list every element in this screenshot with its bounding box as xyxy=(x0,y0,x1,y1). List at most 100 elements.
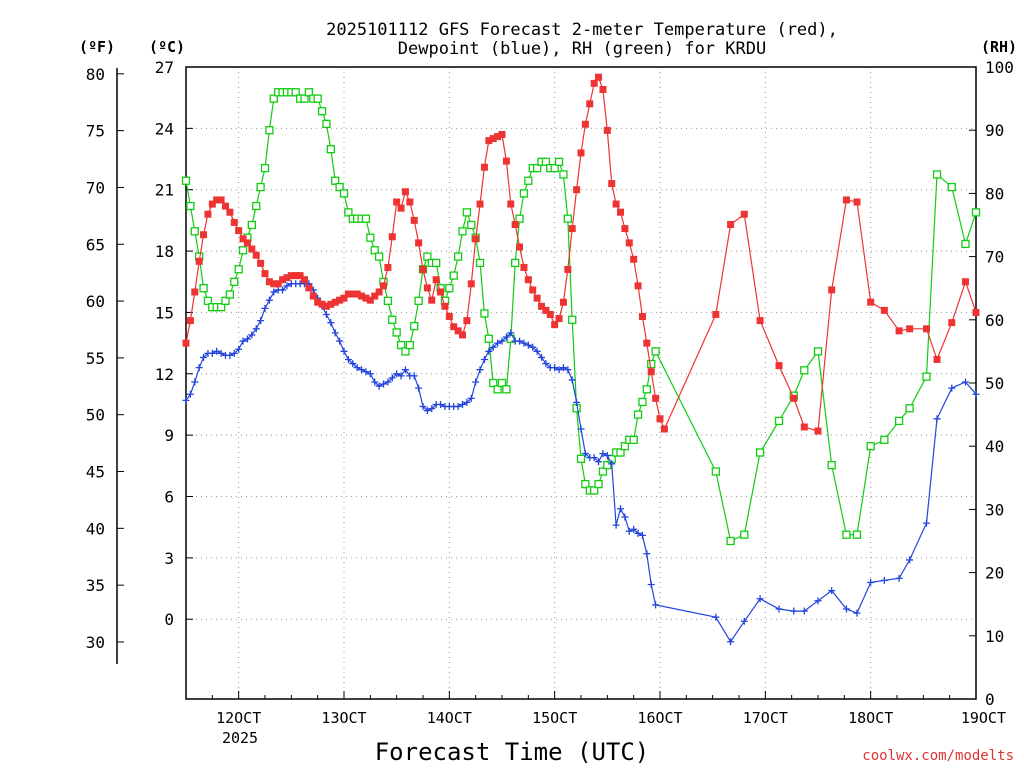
dewpoint-point xyxy=(327,319,335,327)
temperature-point xyxy=(230,218,238,226)
celsius-tick-label: 12 xyxy=(155,365,174,384)
rh-point xyxy=(620,442,630,451)
dewpoint-point xyxy=(559,364,567,372)
rh-point xyxy=(932,170,942,179)
rh-point xyxy=(594,479,603,489)
temperature-point xyxy=(498,130,506,138)
temperature-point xyxy=(415,239,423,247)
temperature-point xyxy=(599,85,607,93)
temperature-point xyxy=(581,120,589,128)
dewpoint-point xyxy=(948,384,956,392)
rh-point xyxy=(374,252,384,261)
dewpoint-point xyxy=(463,398,471,406)
dewpoint-point xyxy=(630,525,638,533)
temperature-point xyxy=(454,327,462,335)
temperature-point xyxy=(933,355,941,363)
dewpoint-point xyxy=(533,347,541,355)
dewpoint-point xyxy=(740,617,748,625)
temperature-point xyxy=(559,298,567,306)
temperature-point xyxy=(463,317,471,325)
rh-point xyxy=(774,416,784,426)
dewpoint-point xyxy=(485,347,493,355)
dewpoint-point xyxy=(621,513,629,521)
rh-point xyxy=(317,107,327,116)
rh-point xyxy=(383,296,393,305)
dewpoint-point xyxy=(933,415,941,423)
temperature-point xyxy=(366,296,374,304)
dewpoint-point xyxy=(186,390,194,398)
rh-tick-label: 50 xyxy=(985,374,1004,393)
temperature-point xyxy=(397,204,405,212)
rh-point xyxy=(300,94,309,103)
dewpoint-point xyxy=(712,613,720,621)
dewpoint-point xyxy=(529,343,537,351)
rh-point xyxy=(401,347,410,356)
temperature-point xyxy=(314,298,322,306)
temperature-point xyxy=(551,321,559,329)
temperature-point xyxy=(948,319,956,327)
temperature-point xyxy=(401,188,409,196)
dewpoint-point xyxy=(375,382,383,390)
dewpoint-point xyxy=(564,366,572,374)
dewpoint-point xyxy=(494,339,502,347)
dewpoint-point xyxy=(727,638,735,646)
dewpoint-point xyxy=(643,550,651,558)
dewpoint-point xyxy=(454,403,462,411)
grid-lines xyxy=(186,67,976,699)
temperature-point xyxy=(621,225,629,233)
temperature-point xyxy=(274,280,282,288)
rh-point xyxy=(563,214,572,223)
rh-point xyxy=(489,378,498,388)
rh-point xyxy=(511,258,520,268)
dewpoint-point xyxy=(366,370,374,378)
temperature-point xyxy=(388,233,396,241)
temperature-point xyxy=(555,315,563,323)
rh-point xyxy=(388,315,397,324)
temperature-point xyxy=(410,216,418,224)
dewpoint-point xyxy=(388,374,396,382)
temperature-point xyxy=(842,196,850,204)
rh-point xyxy=(842,530,851,539)
temperature-point xyxy=(502,157,510,165)
rh-point xyxy=(598,467,608,476)
temperature-point xyxy=(384,263,392,271)
dewpoint-point xyxy=(516,337,524,345)
dewpoint-point xyxy=(524,341,532,349)
rh-point xyxy=(651,347,660,356)
rh-point xyxy=(581,479,590,489)
dewpoint-point xyxy=(603,452,611,460)
rh-point xyxy=(423,252,432,261)
dewpoint-point xyxy=(459,400,466,408)
temperature-point xyxy=(853,198,861,206)
fahrenheit-tick-label: 30 xyxy=(86,633,105,652)
temperature-point xyxy=(712,310,720,318)
dewpoint-point xyxy=(507,329,515,337)
dewpoint-point xyxy=(612,521,620,529)
dewpoint-point xyxy=(257,317,265,325)
temperature-point xyxy=(608,180,616,188)
dewpoint-point xyxy=(283,282,291,290)
temperature-point xyxy=(432,276,440,284)
fahrenheit-tick-label: 35 xyxy=(86,576,105,595)
x-tick-label: 18OCT xyxy=(848,709,893,727)
rh-point xyxy=(590,486,599,495)
dewpoint-point xyxy=(213,347,221,355)
rh-point xyxy=(396,340,406,350)
rh-point xyxy=(467,220,476,230)
celsius-tick-label: 24 xyxy=(155,119,174,138)
series-layer xyxy=(181,73,981,646)
temperature-point xyxy=(309,292,317,300)
temperature-point xyxy=(222,202,229,210)
dewpoint-point xyxy=(573,398,581,406)
temperature-point xyxy=(972,308,980,316)
temperature-point xyxy=(437,288,445,296)
fahrenheit-tick-label: 60 xyxy=(86,292,105,311)
chart-title-line2: Dewpoint (blue), RH (green) for KRDU xyxy=(398,39,766,59)
rh-point xyxy=(726,536,735,546)
dewpoint-point xyxy=(906,556,914,564)
temperature-point xyxy=(800,423,808,431)
rh-point xyxy=(190,227,199,236)
temperature-point xyxy=(590,79,598,87)
temperature-point xyxy=(638,313,646,321)
rh-point xyxy=(947,182,956,192)
